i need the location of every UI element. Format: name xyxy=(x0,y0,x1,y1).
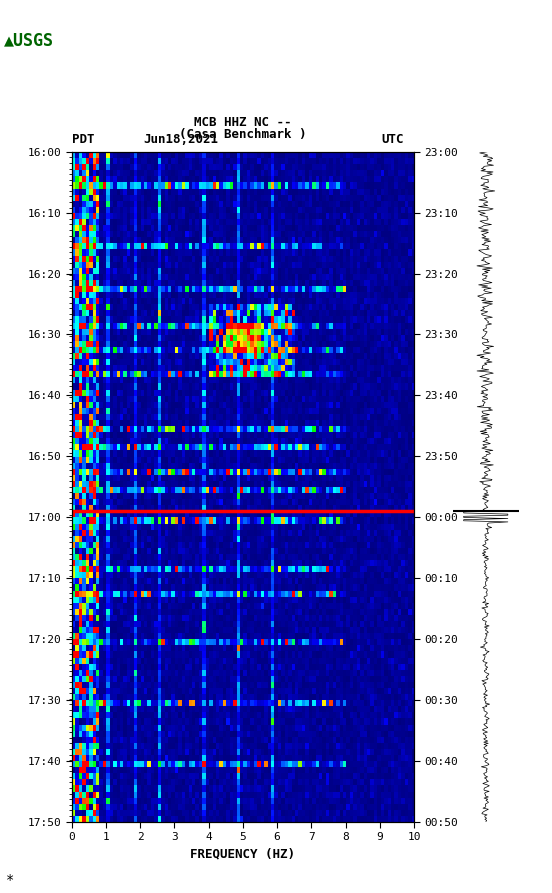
Text: PDT: PDT xyxy=(72,132,94,146)
X-axis label: FREQUENCY (HZ): FREQUENCY (HZ) xyxy=(190,847,295,861)
Text: UTC: UTC xyxy=(381,132,404,146)
Text: MCB HHZ NC --: MCB HHZ NC -- xyxy=(194,116,291,129)
Text: *: * xyxy=(6,873,14,887)
Text: (Casa Benchmark ): (Casa Benchmark ) xyxy=(179,128,306,141)
Text: Jun18,2021: Jun18,2021 xyxy=(144,132,219,146)
Text: ▲USGS: ▲USGS xyxy=(4,31,54,49)
